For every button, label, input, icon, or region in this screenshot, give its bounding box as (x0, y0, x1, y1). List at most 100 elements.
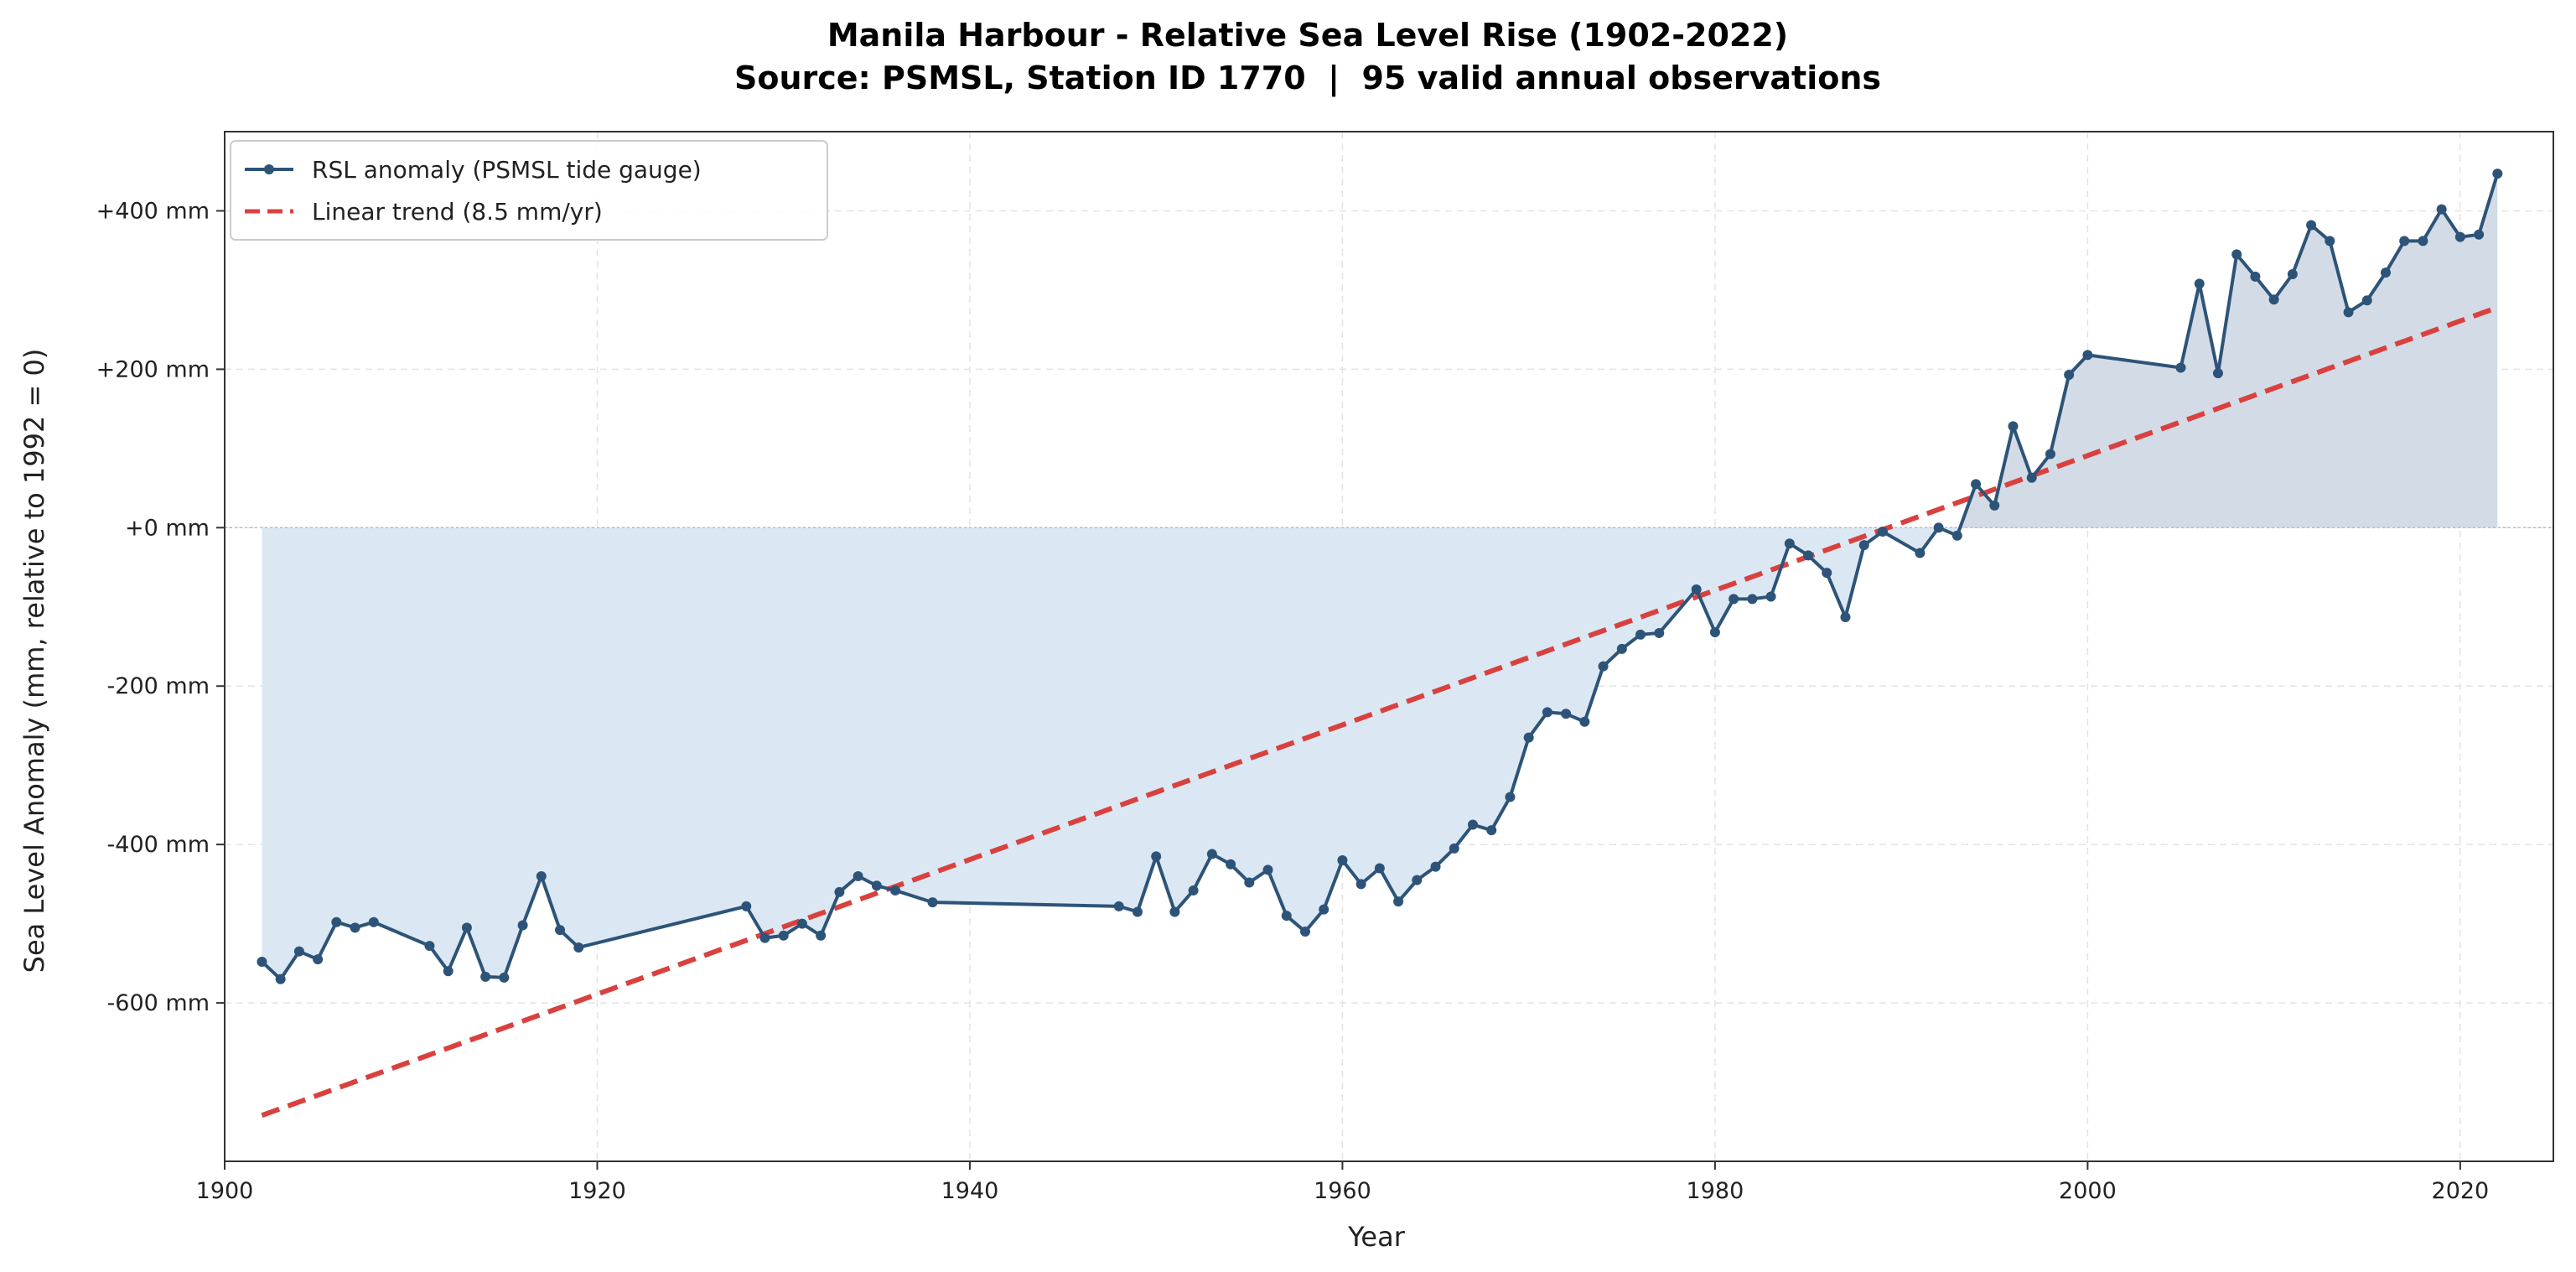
rsl-point-1934 (853, 870, 863, 881)
rsl-point-2016 (2380, 267, 2391, 278)
rsl-point-1965 (1430, 861, 1441, 872)
rsl-point-1982 (1747, 594, 1758, 605)
rsl-point-2010 (2268, 294, 2279, 305)
rsl-point-2014 (2343, 307, 2354, 318)
rsl-point-2019 (2436, 204, 2447, 215)
rsl-point-2020 (2454, 231, 2465, 242)
rsl-point-1933 (834, 886, 845, 897)
x-tick-label-1920: 1920 (568, 1178, 626, 1204)
rsl-series (257, 169, 2503, 984)
rsl-point-1935 (871, 880, 882, 891)
y-axis-label: Sea Level Anomaly (mm, relative to 1992 … (18, 349, 50, 973)
rsl-point-1984 (1784, 538, 1795, 549)
rsl-point-2000 (2082, 350, 2093, 361)
legend: RSL anomaly (PSMSL tide gauge) Linear tr… (230, 140, 828, 241)
x-tick-label-1960: 1960 (1314, 1178, 1371, 1204)
rsl-point-1996 (2008, 421, 2019, 432)
rsl-point-2015 (2361, 295, 2372, 306)
x-tick-label-2020: 2020 (2432, 1178, 2490, 1204)
rsl-point-2008 (2231, 249, 2242, 260)
rsl-point-1983 (1765, 591, 1776, 602)
rsl-point-1949 (1132, 906, 1143, 917)
fill-below-zero (262, 527, 1961, 979)
rsl-point-1903 (275, 973, 286, 984)
rsl-point-1954 (1226, 859, 1236, 870)
rsl-point-1987 (1840, 612, 1851, 623)
rsl-point-1931 (796, 918, 807, 929)
rsl-point-1964 (1412, 875, 1423, 885)
rsl-point-2018 (2418, 236, 2428, 247)
legend-trend-label: Linear trend (8.5 mm/yr) (312, 198, 603, 226)
rsl-point-1994 (1971, 479, 1982, 490)
y-tick-label-1: +200 mm (96, 356, 210, 382)
rsl-point-1988 (1858, 540, 1869, 551)
rsl-point-1948 (1113, 901, 1124, 911)
x-tick-label-1940: 1940 (941, 1178, 999, 1204)
y-tick-label-3: -200 mm (107, 673, 210, 699)
rsl-point-2022 (2492, 169, 2503, 179)
rsl-point-1917 (536, 870, 547, 881)
rsl-point-1986 (1822, 568, 1832, 579)
legend-rsl-marker (264, 164, 274, 174)
rsl-point-1918 (555, 925, 566, 936)
rsl-point-1969 (1505, 792, 1516, 802)
rsl-point-1973 (1579, 716, 1590, 727)
rsl-point-1959 (1319, 904, 1329, 915)
rsl-point-1904 (293, 946, 304, 957)
rsl-point-1953 (1206, 849, 1217, 859)
rsl-point-1971 (1542, 707, 1552, 718)
rsl-point-2009 (2250, 271, 2261, 282)
rsl-point-1914 (480, 971, 491, 982)
rsl-point-1913 (461, 922, 472, 933)
rsl-point-1967 (1468, 819, 1479, 830)
chart-subtitle: Source: PSMSL, Station ID 1770 | 95 vali… (734, 60, 1881, 97)
fill-above-zero (1960, 174, 2498, 528)
y-tick-label-4: -400 mm (107, 832, 210, 858)
rsl-point-1972 (1561, 709, 1572, 719)
rsl-point-1952 (1188, 885, 1199, 896)
rsl-point-1957 (1281, 911, 1292, 922)
y-tick-label-2: +0 mm (125, 515, 210, 541)
rsl-point-1976 (1635, 629, 1646, 640)
rsl-point-1998 (2045, 449, 2055, 459)
rsl-point-2012 (2306, 220, 2317, 231)
rsl-point-1905 (313, 954, 324, 965)
rsl-point-1907 (350, 922, 360, 933)
rsl-point-1999 (2064, 369, 2075, 380)
rsl-point-1956 (1262, 864, 1273, 875)
rsl-point-1968 (1486, 825, 1497, 836)
rsl-point-1906 (331, 916, 342, 927)
rsl-point-2021 (2474, 229, 2485, 240)
rsl-point-1993 (1951, 530, 1962, 541)
trend-line (261, 304, 2499, 1119)
rsl-point-1955 (1244, 877, 1255, 888)
rsl-point-1902 (257, 956, 267, 967)
rsl-point-1938 (927, 897, 938, 908)
chart-titles: Manila Harbour - Relative Sea Level Rise… (734, 17, 1881, 97)
x-axis-label: Year (1347, 1221, 1406, 1253)
legend-box (230, 140, 828, 241)
rsl-point-1962 (1374, 863, 1385, 874)
rsl-point-1936 (890, 885, 901, 896)
trend-series (261, 304, 2499, 1119)
rsl-point-2017 (2399, 236, 2410, 247)
rsl-point-2013 (2325, 236, 2335, 247)
rsl-point-1974 (1598, 661, 1609, 672)
rsl-point-1930 (778, 930, 789, 941)
rsl-point-1950 (1151, 851, 1162, 862)
rsl-point-1966 (1449, 843, 1459, 854)
rsl-point-1929 (759, 932, 770, 943)
x-tick-label-1980: 1980 (1687, 1178, 1744, 1204)
rsl-point-1997 (2026, 472, 2037, 483)
rsl-point-1932 (816, 930, 827, 941)
rsl-point-1928 (741, 901, 752, 911)
rsl-point-1985 (1803, 550, 1814, 561)
rsl-point-1912 (443, 966, 454, 977)
x-tick-label-2000: 2000 (2059, 1178, 2117, 1204)
rsl-point-1958 (1299, 927, 1310, 937)
rsl-point-2007 (2212, 368, 2223, 379)
chart-title: Manila Harbour - Relative Sea Level Rise… (827, 17, 1788, 54)
rsl-point-1980 (1709, 626, 1720, 637)
rsl-point-1979 (1691, 584, 1702, 594)
